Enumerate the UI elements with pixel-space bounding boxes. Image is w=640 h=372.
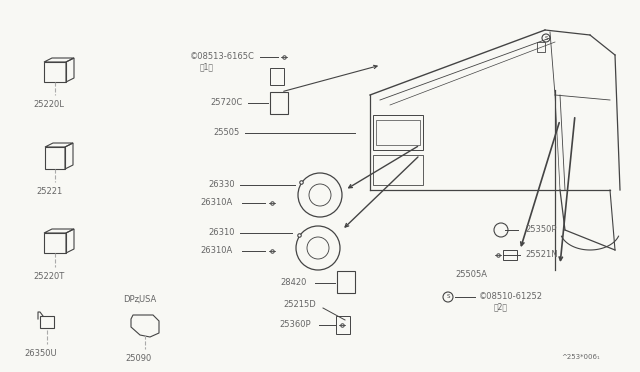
- Text: 26310: 26310: [208, 228, 234, 237]
- Bar: [503, 250, 517, 260]
- Bar: [373, 115, 423, 150]
- Text: 26310A: 26310A: [200, 198, 232, 207]
- Text: 26330: 26330: [208, 180, 235, 189]
- Text: S: S: [446, 295, 450, 299]
- Text: （2）: （2）: [494, 302, 508, 311]
- Text: 25220T: 25220T: [33, 272, 64, 281]
- Text: 26310A: 26310A: [200, 246, 232, 255]
- Bar: [373, 155, 423, 185]
- Text: 25090: 25090: [125, 354, 151, 363]
- Bar: [376, 120, 420, 145]
- Text: 25521N: 25521N: [525, 250, 557, 259]
- Text: ©08510-61252: ©08510-61252: [479, 292, 543, 301]
- Text: ^253*006₁: ^253*006₁: [561, 354, 600, 360]
- Bar: [337, 271, 355, 293]
- Bar: [40, 316, 54, 328]
- Text: 25220L: 25220L: [33, 100, 64, 109]
- Text: 25360P: 25360P: [279, 320, 310, 329]
- Text: 25720C: 25720C: [210, 98, 243, 107]
- Bar: [270, 68, 284, 85]
- Text: 25215D: 25215D: [283, 300, 316, 309]
- Text: 28420: 28420: [280, 278, 307, 287]
- Text: 25505: 25505: [213, 128, 239, 137]
- Text: 25350P: 25350P: [525, 225, 557, 234]
- Text: 26350U: 26350U: [24, 349, 56, 358]
- Bar: [336, 316, 350, 334]
- Text: 25505A: 25505A: [455, 270, 487, 279]
- Text: （1）: （1）: [200, 62, 214, 71]
- Text: S: S: [544, 35, 548, 41]
- Text: ©08513-6165C: ©08513-6165C: [190, 52, 255, 61]
- Bar: [537, 42, 545, 52]
- Text: 25221: 25221: [36, 187, 62, 196]
- Text: DPⱬUSA: DPⱬUSA: [123, 295, 156, 304]
- Bar: [270, 92, 288, 114]
